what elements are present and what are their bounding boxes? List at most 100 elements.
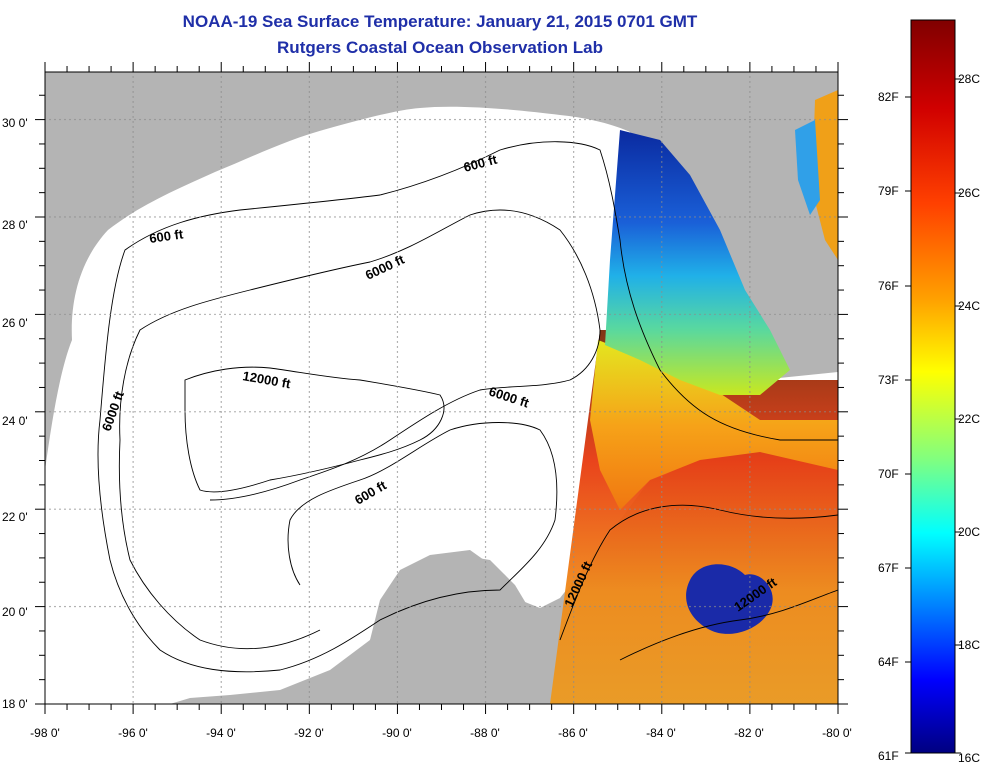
- grid-dot: [589, 508, 591, 510]
- grid-dot: [634, 411, 636, 413]
- grid-dot: [259, 216, 261, 218]
- grid-dot: [74, 216, 76, 218]
- grid-dot: [49, 411, 51, 413]
- grid-dot: [220, 326, 222, 328]
- grid-dot: [396, 576, 399, 578]
- grid-dot: [89, 313, 91, 316]
- grid-dot: [394, 411, 396, 413]
- grid-dot: [484, 636, 487, 638]
- grid-dot: [132, 301, 134, 303]
- grid-dot: [220, 366, 222, 368]
- grid-dot: [308, 446, 311, 448]
- grid-dot: [484, 526, 487, 528]
- grid-dot: [139, 118, 141, 121]
- grid-dot: [132, 626, 134, 628]
- grid-dot: [119, 508, 121, 510]
- grid-dot: [132, 496, 134, 498]
- lat-tick-label: 18 0': [2, 697, 28, 711]
- grid-dot: [624, 411, 626, 413]
- grid-dot: [249, 605, 251, 608]
- grid-dot: [94, 508, 96, 510]
- grid-dot: [220, 226, 222, 228]
- grid-dot: [220, 291, 222, 293]
- grid-dot: [572, 236, 575, 238]
- grid-dot: [749, 671, 751, 673]
- grid-dot: [572, 76, 575, 78]
- grid-dot: [129, 605, 131, 608]
- grid-dot: [220, 281, 222, 283]
- grid-dot: [194, 508, 196, 510]
- grid-dot: [132, 651, 134, 653]
- grid-dot: [572, 406, 575, 408]
- grid-dot: [339, 216, 341, 218]
- grid-dot: [572, 496, 575, 498]
- grid-dot: [234, 508, 236, 510]
- grid-dot: [749, 481, 751, 483]
- grid-dot: [572, 651, 575, 653]
- grid-dot: [308, 251, 311, 253]
- grid-dot: [661, 571, 663, 573]
- grid-dot: [339, 313, 341, 316]
- grid-dot: [574, 118, 576, 121]
- grid-dot: [220, 416, 222, 418]
- grid-dot: [220, 546, 222, 548]
- grid-dot: [659, 216, 661, 218]
- grid-dot: [749, 201, 751, 203]
- grid-dot: [314, 605, 316, 608]
- grid-dot: [459, 508, 461, 510]
- grid-dot: [159, 118, 161, 121]
- grid-dot: [664, 411, 666, 413]
- grid-dot: [439, 313, 441, 316]
- grid-dot: [484, 336, 487, 338]
- grid-dot: [379, 313, 381, 316]
- grid-dot: [484, 616, 487, 618]
- grid-dot: [654, 508, 656, 510]
- grid-dot: [534, 605, 536, 608]
- grid-dot: [661, 596, 663, 598]
- grid-dot: [149, 508, 151, 510]
- grid-dot: [220, 236, 222, 238]
- grid-dot: [369, 605, 371, 608]
- grid-dot: [749, 356, 751, 358]
- grid-dot: [299, 605, 301, 608]
- grid-dot: [661, 586, 663, 588]
- grid-dot: [396, 436, 399, 438]
- grid-dot: [749, 556, 751, 558]
- grid-dot: [572, 156, 575, 158]
- grid-dot: [364, 605, 366, 608]
- grid-dot: [469, 411, 471, 413]
- grid-dot: [572, 331, 575, 333]
- grid-dot: [484, 541, 487, 543]
- grid-dot: [244, 605, 246, 608]
- grid-dot: [119, 411, 121, 413]
- grid-dot: [484, 431, 487, 433]
- grid-dot: [749, 106, 751, 108]
- grid-dot: [454, 508, 456, 510]
- grid-dot: [749, 351, 751, 353]
- grid-dot: [572, 461, 575, 463]
- grid-dot: [204, 313, 206, 316]
- grid-dot: [489, 605, 491, 608]
- grid-dot: [789, 313, 791, 316]
- grid-dot: [661, 261, 663, 263]
- grid-dot: [308, 321, 311, 323]
- grid-dot: [154, 313, 156, 316]
- grid-dot: [284, 118, 286, 121]
- grid-dot: [572, 161, 575, 163]
- grid-dot: [164, 313, 166, 316]
- grid-dot: [396, 416, 399, 418]
- grid-dot: [484, 151, 487, 153]
- grid-dot: [749, 261, 751, 263]
- grid-dot: [244, 216, 246, 218]
- grid-dot: [289, 118, 291, 121]
- grid-dot: [484, 86, 487, 88]
- grid-dot: [484, 196, 487, 198]
- grid-dot: [132, 616, 134, 618]
- grid-dot: [719, 411, 721, 413]
- grid-dot: [749, 631, 751, 633]
- grid-dot: [369, 216, 371, 218]
- grid-dot: [572, 416, 575, 418]
- grid-dot: [396, 361, 399, 363]
- grid-dot: [749, 391, 751, 393]
- grid-dot: [584, 216, 586, 218]
